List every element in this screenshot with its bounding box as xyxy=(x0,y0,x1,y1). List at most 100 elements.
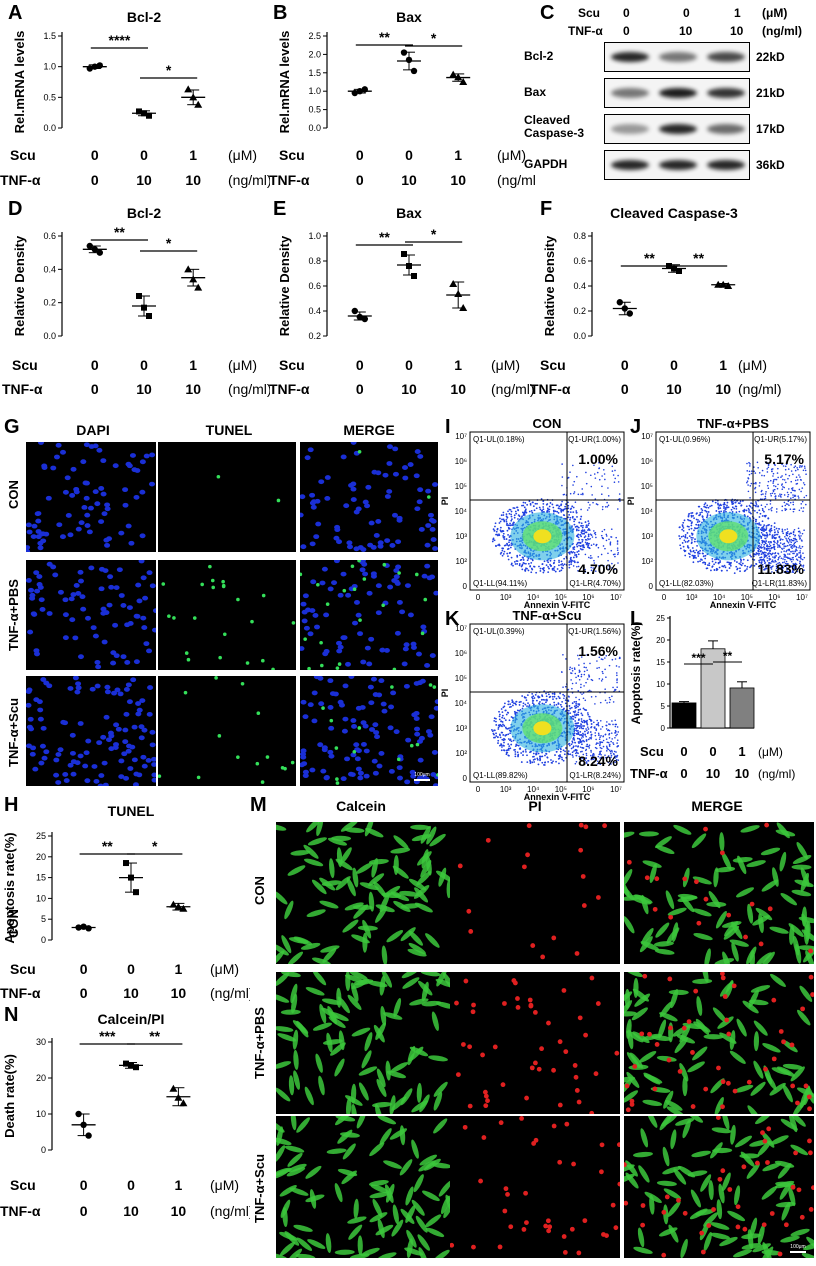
quadrant-lr-label: Q1-LR(8.24%) xyxy=(569,771,621,780)
nucleus xyxy=(342,683,349,689)
event-dot xyxy=(768,561,770,564)
event-dot xyxy=(587,759,590,762)
event-dot xyxy=(765,527,768,529)
event-dot xyxy=(750,470,753,472)
event-dot xyxy=(497,726,500,729)
event-dot xyxy=(763,553,766,556)
event-dot xyxy=(707,564,709,566)
nucleus xyxy=(378,751,385,756)
event-dot xyxy=(543,764,546,766)
event-dot xyxy=(596,762,599,765)
event-dot xyxy=(527,569,530,572)
event-dot xyxy=(607,552,609,555)
event-dot xyxy=(571,754,574,757)
event-dot xyxy=(580,723,582,725)
event-dot xyxy=(704,563,707,566)
event-dot xyxy=(783,564,785,567)
event-dot xyxy=(782,558,784,560)
event-dot xyxy=(581,757,583,760)
blot-scu-val-3: 1 xyxy=(734,6,741,20)
event-dot xyxy=(573,492,575,495)
event-dot xyxy=(512,507,515,509)
event-dot xyxy=(607,761,610,764)
nucleus xyxy=(53,454,60,460)
data-point xyxy=(133,889,139,896)
event-dot xyxy=(558,757,561,760)
event-dot xyxy=(514,745,517,748)
event-dot xyxy=(578,727,581,729)
event-dot xyxy=(552,509,555,512)
event-dot xyxy=(702,561,704,564)
event-dot xyxy=(509,703,512,706)
event-dot xyxy=(561,463,563,465)
event-dot xyxy=(757,550,760,553)
event-dot xyxy=(579,545,582,547)
blot-strip xyxy=(604,78,750,108)
event-dot xyxy=(519,559,522,562)
event-dot xyxy=(799,560,801,563)
tunel-positive-cell xyxy=(200,582,204,587)
event-dot xyxy=(604,506,607,508)
event-dot xyxy=(802,482,805,484)
nucleus xyxy=(39,743,46,749)
event-dot xyxy=(616,547,619,549)
event-dot xyxy=(779,546,781,548)
event-dot xyxy=(505,515,508,518)
event-dot xyxy=(760,493,763,496)
nucleus xyxy=(350,486,357,492)
event-dot xyxy=(772,556,774,558)
event-dot xyxy=(760,569,763,572)
event-dot xyxy=(577,745,579,748)
quadrant-ul-label: Q1-UL(0.96%) xyxy=(659,435,711,444)
nucleus xyxy=(24,545,31,550)
event-dot xyxy=(706,504,709,507)
flow-title: CON xyxy=(533,418,562,431)
event-dot xyxy=(514,755,517,758)
event-dot xyxy=(786,528,789,530)
event-dot xyxy=(614,477,617,480)
tunel-positive-cell xyxy=(183,690,188,695)
event-dot xyxy=(510,519,513,522)
event-dot xyxy=(791,489,794,491)
event-dot xyxy=(701,552,704,555)
event-dot xyxy=(507,524,510,527)
chart-title: Calcein/PI xyxy=(98,1011,165,1027)
event-dot xyxy=(571,687,573,690)
event-dot xyxy=(577,536,580,539)
event-dot xyxy=(511,701,514,704)
event-dot xyxy=(583,762,585,765)
event-dot xyxy=(616,739,619,742)
event-dot xyxy=(766,534,769,537)
y-tick-label: 30 xyxy=(36,1037,46,1047)
event-dot xyxy=(584,730,586,733)
event-dot xyxy=(605,738,608,740)
event-dot xyxy=(792,550,794,553)
event-dot xyxy=(616,733,618,736)
tnf-row-label: TNF-α xyxy=(0,172,41,188)
scu-dose-value: 0 xyxy=(405,357,413,373)
event-dot xyxy=(602,739,605,742)
event-dot xyxy=(557,695,560,698)
event-dot xyxy=(778,561,781,564)
event-dot xyxy=(799,568,802,570)
nucleus xyxy=(38,597,45,603)
event-dot xyxy=(588,689,591,692)
tunel-positive-cell xyxy=(265,755,270,759)
event-dot xyxy=(614,736,616,739)
event-dot xyxy=(578,664,580,666)
data-point xyxy=(169,900,178,908)
event-dot xyxy=(568,744,571,747)
event-dot xyxy=(505,727,508,730)
image-row-label: TNF-α+PBS xyxy=(6,579,21,651)
event-dot xyxy=(577,711,580,714)
nucleus xyxy=(141,763,148,769)
event-dot xyxy=(750,512,752,515)
event-dot xyxy=(500,708,503,710)
nucleus xyxy=(27,629,34,635)
event-dot xyxy=(516,506,519,509)
nucleus xyxy=(372,722,379,728)
ur-percentage: 1.56% xyxy=(578,643,618,659)
event-dot xyxy=(571,682,574,685)
event-dot xyxy=(777,562,779,565)
